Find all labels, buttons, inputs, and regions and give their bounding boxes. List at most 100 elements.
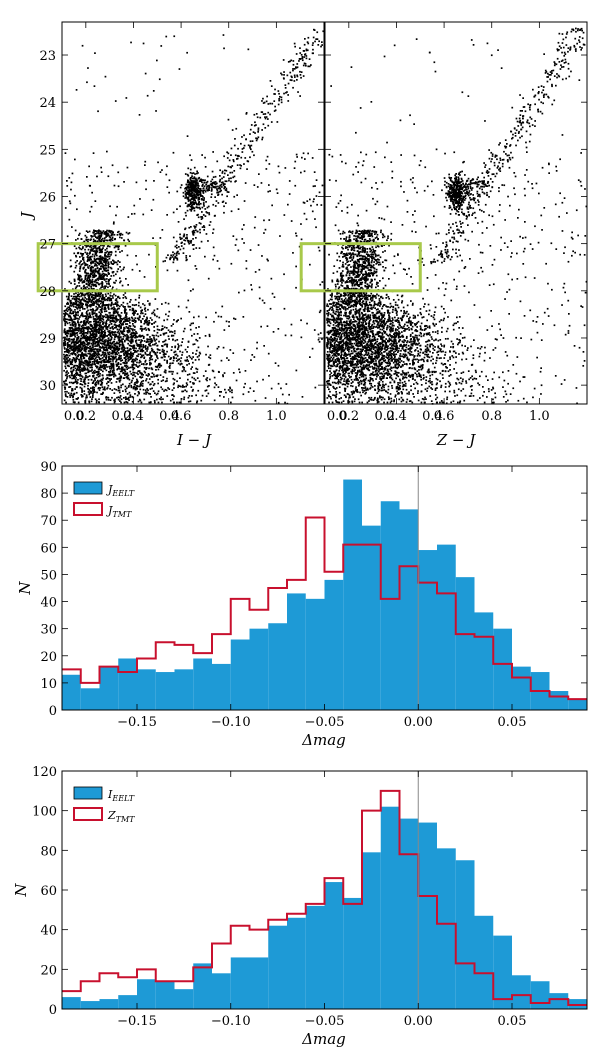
- cmd-left-point: [106, 239, 109, 242]
- cmd-left-point: [208, 213, 211, 216]
- cmd-left-point: [95, 250, 97, 252]
- cmd-left-point: [235, 238, 238, 241]
- cmd-left-point: [75, 358, 77, 361]
- cmd-left-point: [121, 370, 123, 373]
- cmd-left-point: [214, 181, 217, 183]
- cmd-left-point: [138, 318, 140, 321]
- cmd-left-point: [71, 349, 73, 351]
- cmd-left-point: [65, 312, 68, 315]
- cmd-left-point: [100, 334, 103, 336]
- cmd-left-point: [230, 166, 232, 169]
- cmd-left-point: [115, 352, 118, 355]
- cmd-left-point: [268, 184, 270, 186]
- cmd-left-point: [159, 237, 162, 239]
- cmd-left-point: [252, 390, 255, 392]
- cmd-left-point: [205, 353, 207, 356]
- cmd-left-point: [90, 336, 93, 339]
- cmd-left-point: [98, 247, 101, 249]
- cmd-left-point: [172, 362, 174, 364]
- cmd-left-point: [112, 259, 114, 262]
- cmd-left-point: [229, 386, 231, 389]
- cmd-left-point: [94, 345, 96, 348]
- cmd-left-point: [193, 166, 196, 169]
- cmd-left-point: [166, 350, 168, 353]
- cmd-left-point: [193, 343, 196, 345]
- cmd-left-point: [76, 365, 79, 367]
- cmd-left-point: [117, 386, 120, 389]
- cmd-left-point: [77, 337, 80, 339]
- cmd-left-point: [155, 374, 158, 377]
- cmd-left-point: [87, 315, 90, 318]
- cmd-left-point: [128, 330, 131, 332]
- cmd-left-point: [102, 364, 104, 367]
- cmd-left-point: [214, 382, 216, 385]
- cmd-left-point: [70, 302, 73, 305]
- cmd-left-point: [169, 399, 172, 402]
- cmd-left-point: [150, 209, 153, 211]
- cmd-left-point: [85, 322, 87, 324]
- cmd-left-point: [83, 362, 85, 365]
- cmd-left-point: [222, 184, 225, 187]
- cmd-left-point: [75, 254, 77, 257]
- cmd-left-point: [134, 326, 136, 328]
- cmd-left-point: [262, 102, 265, 104]
- cmd-left-point: [312, 185, 315, 188]
- cmd-left-point: [114, 400, 116, 403]
- cmd-left-point: [91, 346, 94, 349]
- cmd-left-point: [236, 158, 238, 160]
- cmd-left-point: [286, 74, 289, 77]
- cmd-left-point: [130, 339, 132, 342]
- cmd-left-point: [133, 383, 136, 386]
- cmd-left-point: [122, 333, 125, 336]
- cmd-left-point: [89, 314, 91, 317]
- cmd-left-point: [148, 359, 151, 362]
- cmd-left-point: [79, 256, 81, 258]
- cmd-left-point: [101, 335, 103, 337]
- cmd-left-point: [84, 336, 87, 338]
- cmd-left-point: [225, 391, 227, 394]
- cmd-left-point: [212, 186, 215, 189]
- cmd-left-point: [197, 194, 200, 197]
- cmd-left-point: [212, 203, 215, 206]
- cmd-left-point: [200, 399, 203, 402]
- cmd-left-point: [267, 190, 270, 193]
- cmd-left-point: [231, 389, 233, 391]
- cmd-left-point: [126, 254, 129, 257]
- cmd-left-point: [144, 346, 147, 348]
- cmd-left-point: [124, 374, 126, 376]
- cmd-left-point: [182, 390, 185, 393]
- cmd-left-point: [85, 362, 87, 364]
- cmd-left-point: [78, 374, 80, 376]
- cmd-left-point: [170, 370, 172, 373]
- cmd-left-point: [88, 375, 91, 377]
- cmd-left-point: [161, 388, 164, 391]
- cmd-left-point: [83, 334, 85, 336]
- cmd-left-point: [191, 230, 194, 233]
- cmd-left-point: [292, 86, 294, 89]
- cmd-left-point: [171, 331, 174, 333]
- cmd-left-point: [306, 41, 309, 43]
- cmd-left-point: [140, 382, 142, 385]
- cmd-left-point: [212, 246, 215, 249]
- cmd-left-point: [88, 359, 91, 361]
- cmd-left-point: [85, 350, 87, 353]
- cmd-left-point: [197, 213, 199, 216]
- cmd-left-point: [109, 345, 112, 348]
- cmd-left-point: [115, 358, 118, 361]
- cmd-left-point: [98, 260, 101, 263]
- cmd-left-point: [212, 151, 214, 153]
- cmd-left-point: [129, 355, 132, 358]
- cmd-left-point: [73, 347, 76, 350]
- cmd-left-point: [100, 235, 103, 237]
- cmd-left-point: [80, 306, 82, 308]
- cmd-left-point: [78, 263, 81, 265]
- cmd-left-point: [155, 342, 157, 345]
- cmd-left-point: [80, 248, 83, 251]
- cmd-left-point: [318, 341, 321, 343]
- cmd-left-point: [193, 231, 195, 234]
- cmd-left-point: [95, 399, 98, 402]
- cmd-left-point: [107, 304, 109, 306]
- cmd-left-point: [126, 372, 129, 374]
- cmd-left-point: [254, 399, 257, 402]
- cmd-left-point: [194, 186, 197, 189]
